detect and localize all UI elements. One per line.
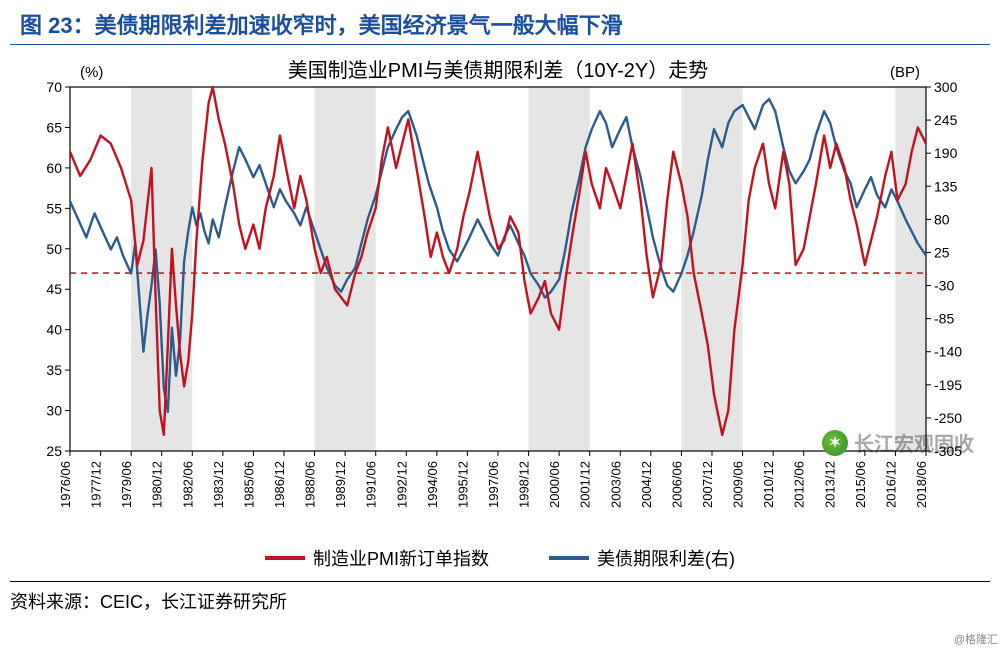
svg-text:(BP): (BP) (890, 64, 920, 81)
svg-text:2012/06: 2012/06 (792, 461, 807, 508)
svg-text:1977/12: 1977/12 (89, 461, 104, 508)
svg-text:190: 190 (934, 145, 958, 161)
svg-text:135: 135 (934, 178, 958, 194)
svg-text:1979/06: 1979/06 (119, 461, 134, 508)
svg-text:-85: -85 (934, 311, 954, 327)
svg-text:2006/06: 2006/06 (669, 461, 684, 508)
svg-text:245: 245 (934, 112, 958, 128)
svg-text:40: 40 (46, 322, 62, 338)
svg-text:25: 25 (934, 244, 950, 260)
svg-text:1980/12: 1980/12 (150, 461, 165, 508)
legend-swatch (549, 556, 589, 560)
svg-text:70: 70 (46, 79, 62, 95)
svg-text:1985/06: 1985/06 (241, 461, 256, 508)
svg-text:美国制造业PMI与美债期限利差（10Y-2Y）走势: 美国制造业PMI与美债期限利差（10Y-2Y）走势 (288, 59, 708, 82)
svg-text:2001/12: 2001/12 (578, 461, 593, 508)
svg-text:1989/12: 1989/12 (333, 461, 348, 508)
svg-text:-250: -250 (934, 410, 962, 426)
chart-svg: 美国制造业PMI与美债期限利差（10Y-2Y）走势 (%) (BP) 25 30 35 40… (10, 51, 990, 541)
svg-text:1988/06: 1988/06 (303, 461, 318, 508)
svg-text:2010/12: 2010/12 (761, 461, 776, 508)
svg-text:2000/06: 2000/06 (547, 461, 562, 508)
svg-text:2015/06: 2015/06 (853, 461, 868, 508)
svg-text:25: 25 (46, 443, 62, 459)
svg-text:1983/12: 1983/12 (211, 461, 226, 508)
watermark-text: 长江宏观固收 (854, 428, 974, 457)
svg-text:2016/12: 2016/12 (883, 461, 898, 508)
svg-text:-30: -30 (934, 278, 954, 294)
svg-text:(%): (%) (80, 64, 103, 81)
svg-text:2004/12: 2004/12 (639, 461, 654, 508)
svg-text:2009/06: 2009/06 (731, 461, 746, 508)
legend-item-spread: 美债期限利差(右) (549, 545, 735, 571)
svg-text:1997/06: 1997/06 (486, 461, 501, 508)
svg-text:80: 80 (934, 211, 950, 227)
svg-text:1976/06: 1976/06 (58, 461, 73, 508)
svg-text:50: 50 (46, 241, 62, 257)
wechat-icon: ✶ (822, 430, 848, 456)
watermark: ✶ 长江宏观固收 (822, 428, 974, 457)
svg-text:1998/12: 1998/12 (517, 461, 532, 508)
svg-text:1982/06: 1982/06 (180, 461, 195, 508)
source-line: 资料来源：CEIC，长江证券研究所 (10, 581, 990, 614)
svg-text:300: 300 (934, 79, 958, 95)
svg-text:55: 55 (46, 200, 62, 216)
legend-swatch (265, 556, 305, 560)
svg-text:1991/06: 1991/06 (364, 461, 379, 508)
svg-text:2013/12: 2013/12 (822, 461, 837, 508)
svg-text:2007/12: 2007/12 (700, 461, 715, 508)
svg-text:2003/06: 2003/06 (608, 461, 623, 508)
svg-text:2018/06: 2018/06 (914, 461, 929, 508)
svg-text:60: 60 (46, 160, 62, 176)
svg-text:35: 35 (46, 362, 62, 378)
legend-label: 制造业PMI新订单指数 (313, 545, 489, 571)
svg-text:-140: -140 (934, 344, 962, 360)
corner-tag: @格隆汇 (954, 631, 998, 647)
svg-text:30: 30 (46, 403, 62, 419)
legend-label: 美债期限利差(右) (597, 545, 735, 571)
svg-text:45: 45 (46, 281, 62, 297)
svg-text:-195: -195 (934, 377, 962, 393)
svg-text:65: 65 (46, 119, 62, 135)
chart-container: 美国制造业PMI与美债期限利差（10Y-2Y）走势 (%) (BP) 25 30 35 40… (10, 51, 990, 541)
legend-item-pmi: 制造业PMI新订单指数 (265, 545, 489, 571)
figure-title: 图 23：美债期限利差加速收窄时，美国经济景气一般大幅下滑 (10, 0, 990, 45)
svg-text:1986/12: 1986/12 (272, 461, 287, 508)
legend: 制造业PMI新订单指数 美债期限利差(右) (0, 545, 1000, 571)
svg-text:1994/06: 1994/06 (425, 461, 440, 508)
svg-text:1992/12: 1992/12 (394, 461, 409, 508)
svg-text:1995/12: 1995/12 (455, 461, 470, 508)
